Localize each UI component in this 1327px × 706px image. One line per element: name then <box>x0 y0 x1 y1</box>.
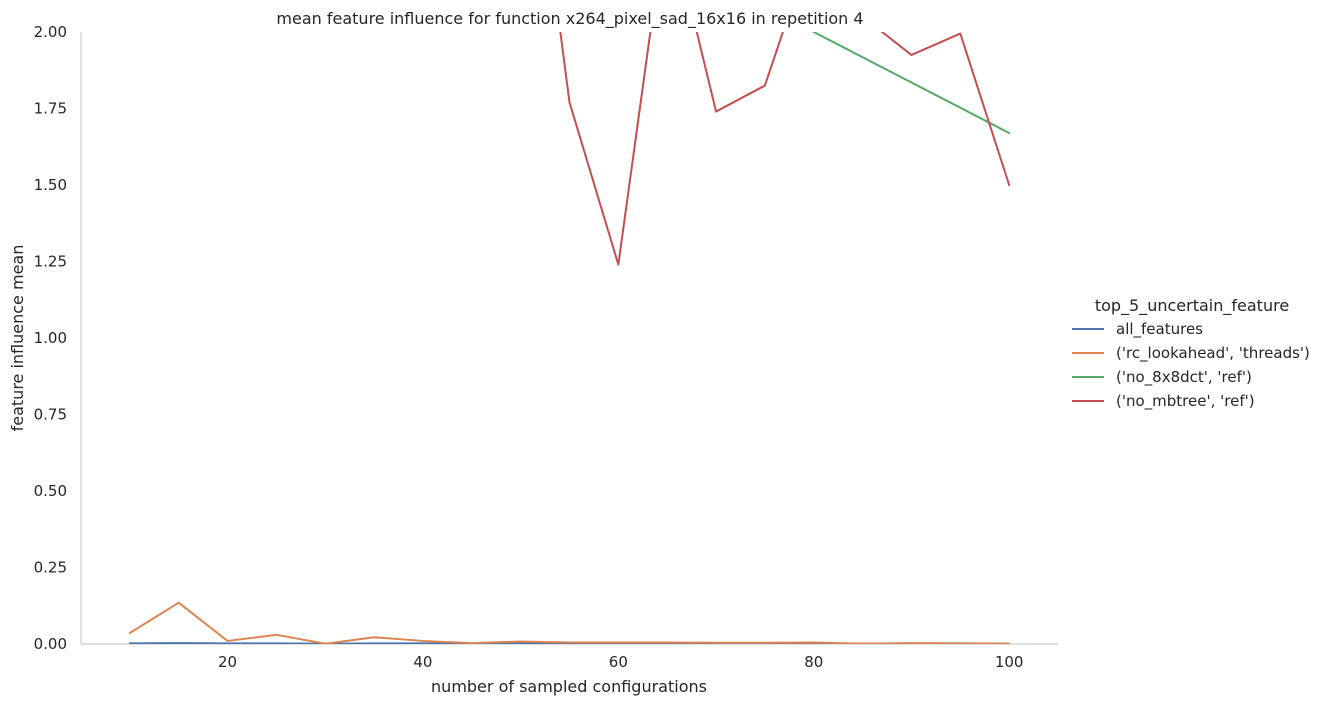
y-tick-label: 0.25 <box>34 559 67 577</box>
x-tick-label: 60 <box>609 653 628 671</box>
legend-entry-label: ('rc_lookahead', 'threads') <box>1116 344 1310 363</box>
legend-entry-label: ('no_8x8dct', 'ref') <box>1116 368 1252 387</box>
legend-entry-label: ('no_mbtree', 'ref') <box>1116 392 1255 411</box>
y-axis-label: feature influence mean <box>8 245 27 432</box>
x-axis-label: number of sampled configurations <box>431 677 707 696</box>
chart-title: mean feature influence for function x264… <box>276 9 863 29</box>
x-tick-labels: 20 40 60 80 100 <box>218 653 1023 671</box>
series-lines <box>128 32 1011 644</box>
y-tick-label: 1.75 <box>34 100 67 118</box>
legend-title: top_5_uncertain_feature <box>1095 296 1289 316</box>
y-tick-label: 1.00 <box>34 329 67 347</box>
x-tick-label: 20 <box>218 653 237 671</box>
y-tick-label: 2.00 <box>34 23 67 41</box>
y-tick-label: 1.50 <box>34 176 67 194</box>
y-tick-label: 0.00 <box>34 635 67 653</box>
y-tick-label: 1.25 <box>34 253 67 271</box>
y-tick-label: 0.75 <box>34 406 67 424</box>
x-tick-label: 80 <box>804 653 823 671</box>
x-tick-label: 40 <box>413 653 432 671</box>
x-tick-label: 100 <box>995 653 1024 671</box>
legend-entry-label: all_features <box>1116 320 1203 339</box>
series-line-2 <box>812 32 1011 134</box>
legend: top_5_uncertain_feature all_features ('rc… <box>1072 296 1310 411</box>
series-line-3 <box>559 32 1011 266</box>
y-tick-label: 0.50 <box>34 482 67 500</box>
series-line-1 <box>128 601 1011 644</box>
y-tick-labels: 0.00 0.25 0.50 0.75 1.00 1.25 1.50 1.75 2.00 <box>34 23 67 653</box>
